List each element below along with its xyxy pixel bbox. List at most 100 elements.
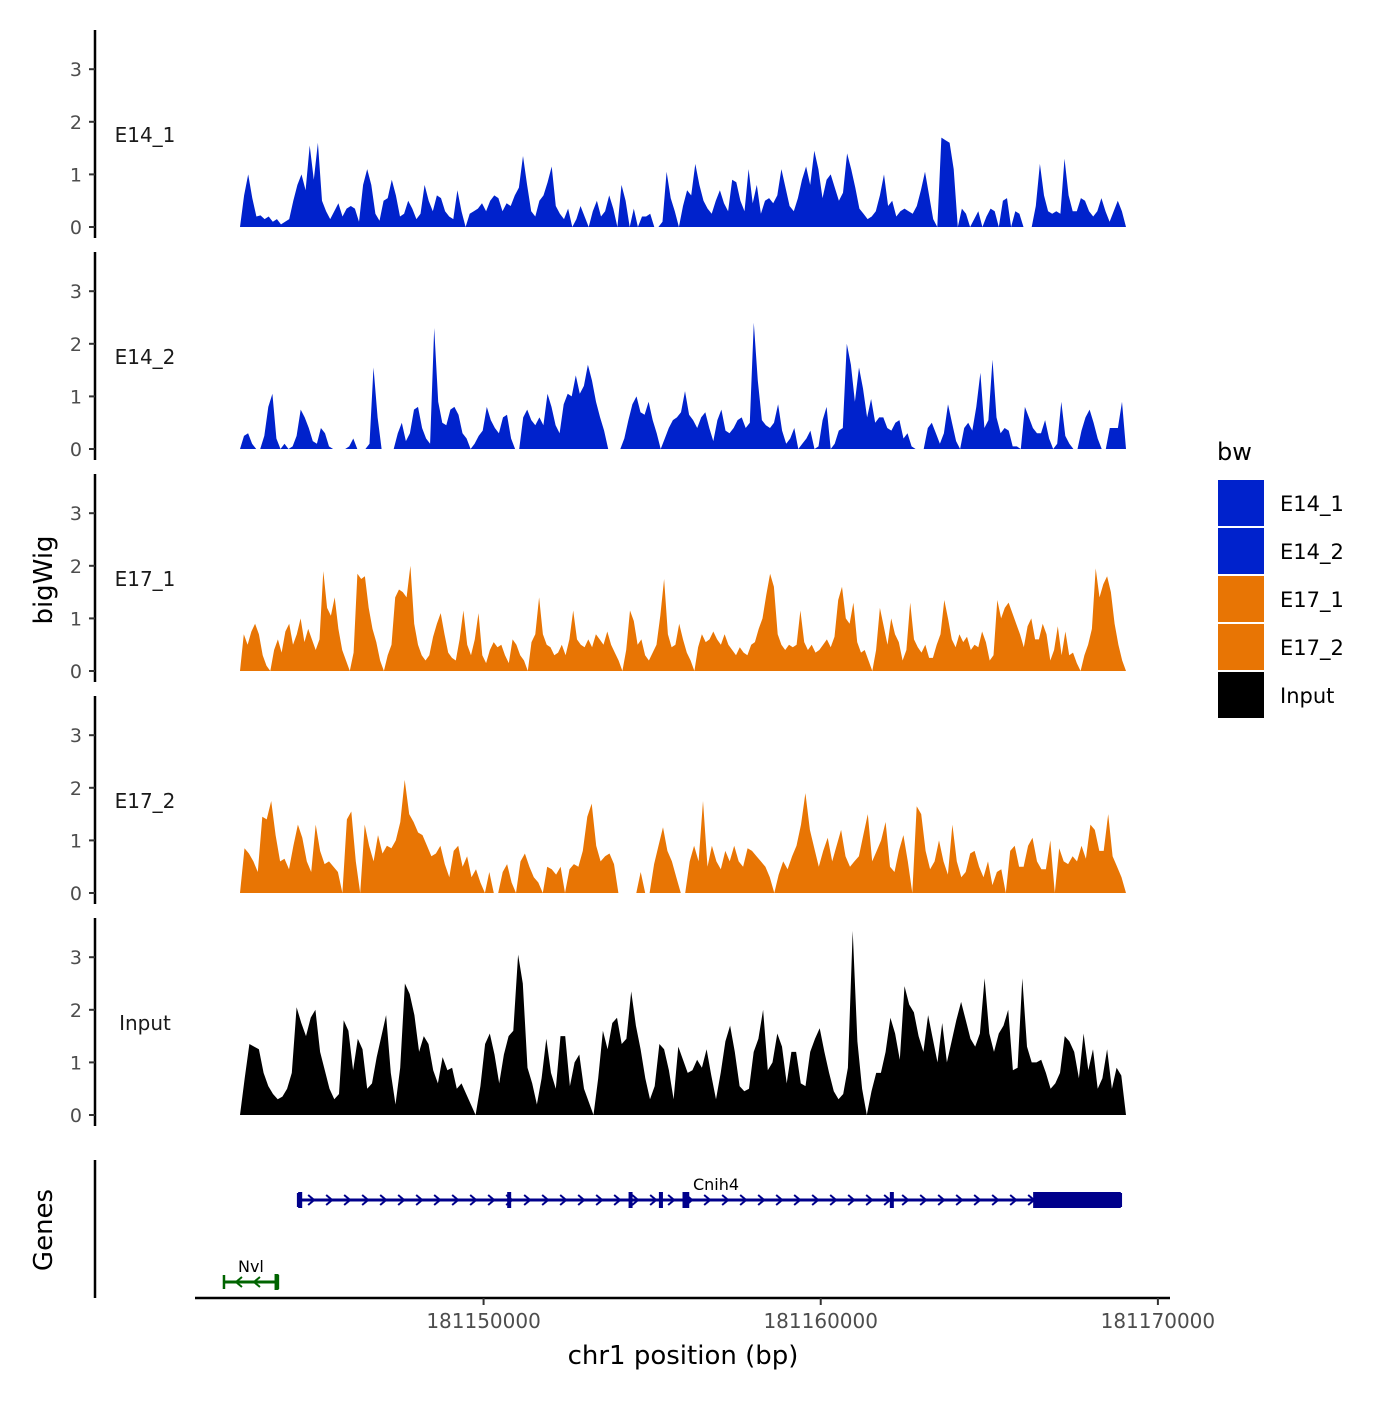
x-tick-label: 181170000 bbox=[1101, 1309, 1216, 1333]
exon-block bbox=[1033, 1192, 1121, 1208]
strand-chevron bbox=[234, 1276, 243, 1288]
strand-chevron bbox=[379, 1194, 388, 1206]
genes-track-title: Genes bbox=[29, 1189, 59, 1271]
strand-chevron bbox=[343, 1194, 352, 1206]
y-tick-label: 2 bbox=[70, 556, 82, 578]
strand-chevron bbox=[451, 1194, 460, 1206]
legend-title: bw bbox=[1217, 438, 1252, 466]
y-tick-label: 1 bbox=[70, 386, 82, 408]
track-label: E17_1 bbox=[115, 567, 176, 591]
strand-chevron bbox=[955, 1194, 964, 1206]
track-panel-input: 0 1 2 3 Input bbox=[70, 918, 1126, 1127]
strand-chevron bbox=[757, 1194, 766, 1206]
track-panel-e14_2: 0 1 2 3 E14_2 bbox=[70, 252, 1126, 461]
y-tick-label: 2 bbox=[70, 778, 82, 800]
y-tick-label: 0 bbox=[70, 217, 82, 239]
gene-name-label: Nvl bbox=[238, 1257, 264, 1276]
legend-label-e14_1: E14_1 bbox=[1280, 492, 1344, 517]
strand-chevron bbox=[829, 1194, 838, 1206]
legend-swatch-e17_2 bbox=[1218, 624, 1264, 670]
y-tick-label: 3 bbox=[70, 725, 82, 747]
strand-chevron bbox=[595, 1194, 604, 1206]
strand-chevron bbox=[487, 1194, 496, 1206]
y-tick-label: 3 bbox=[70, 947, 82, 969]
strand-chevron bbox=[361, 1194, 370, 1206]
track-label: E14_2 bbox=[115, 345, 176, 369]
strand-chevron bbox=[721, 1194, 730, 1206]
track-label: E14_1 bbox=[115, 123, 176, 147]
exon-block bbox=[658, 1192, 663, 1208]
y-tick-label: 3 bbox=[70, 281, 82, 303]
coverage-area-e14_2 bbox=[240, 322, 1126, 449]
strand-chevron bbox=[541, 1194, 550, 1206]
y-tick-label: 2 bbox=[70, 1000, 82, 1022]
y-tick-label: 1 bbox=[70, 608, 82, 630]
coverage-area-e14_1 bbox=[240, 137, 1126, 227]
y-tick-label: 0 bbox=[70, 439, 82, 461]
y-tick-label: 1 bbox=[70, 830, 82, 852]
exon-block bbox=[889, 1192, 894, 1208]
x-tick-label: 181150000 bbox=[426, 1309, 541, 1333]
y-tick-label: 3 bbox=[70, 503, 82, 525]
strand-chevron bbox=[415, 1194, 424, 1206]
gene-nvl: Nvl bbox=[222, 1257, 280, 1290]
strand-chevron bbox=[919, 1194, 928, 1206]
strand-chevron bbox=[649, 1194, 658, 1206]
strand-chevron bbox=[973, 1194, 982, 1206]
legend-label-e17_2: E17_2 bbox=[1280, 636, 1344, 661]
exon-block bbox=[274, 1274, 279, 1290]
strand-chevron bbox=[252, 1276, 261, 1288]
strand-chevron bbox=[577, 1194, 586, 1206]
gene-name-label: Cnih4 bbox=[693, 1175, 739, 1194]
strand-chevron bbox=[865, 1194, 874, 1206]
strand-chevron bbox=[793, 1194, 802, 1206]
y-tick-label: 0 bbox=[70, 1105, 82, 1127]
strand-chevron bbox=[937, 1194, 946, 1206]
track-panel-e17_2: 0 1 2 3 E17_2 bbox=[70, 696, 1126, 905]
legend-swatch-input bbox=[1218, 672, 1264, 718]
strand-chevron bbox=[901, 1194, 910, 1206]
y-tick-label: 2 bbox=[70, 334, 82, 356]
strand-chevron bbox=[1009, 1194, 1018, 1206]
coverage-area-e17_1 bbox=[240, 565, 1126, 671]
coverage-area-input bbox=[240, 930, 1126, 1115]
y-axis-title: bigWig bbox=[29, 535, 59, 624]
strand-chevron bbox=[325, 1194, 334, 1206]
strand-chevron bbox=[775, 1194, 784, 1206]
y-tick-label: 2 bbox=[70, 112, 82, 134]
y-tick-label: 1 bbox=[70, 1052, 82, 1074]
strand-chevron bbox=[847, 1194, 856, 1206]
x-axis: 181150000 181160000 181170000 bbox=[195, 1296, 1216, 1333]
strand-chevron bbox=[811, 1194, 820, 1206]
strand-chevron bbox=[703, 1194, 712, 1206]
legend-swatch-e14_2 bbox=[1218, 528, 1264, 574]
strand-chevron bbox=[307, 1194, 316, 1206]
coverage-area-e17_2 bbox=[240, 779, 1126, 893]
strand-chevron bbox=[667, 1194, 676, 1206]
gene-cnih4: Cnih4 bbox=[296, 1175, 1123, 1208]
exon-block bbox=[628, 1192, 633, 1208]
legend-swatch-e17_1 bbox=[1218, 576, 1264, 622]
x-axis-title: chr1 position (bp) bbox=[568, 1341, 799, 1371]
y-tick-label: 0 bbox=[70, 883, 82, 905]
legend-label-e14_2: E14_2 bbox=[1280, 540, 1344, 565]
y-tick-label: 0 bbox=[70, 661, 82, 683]
strand-chevron bbox=[739, 1194, 748, 1206]
tracks-group: 0 1 2 3 E14_1 0 1 2 3 E14_2 0 1 2 3 E17_1 0 1 2 3 E17_2 0 1 2 3… bbox=[70, 30, 1126, 1127]
legend-swatch-e14_1 bbox=[1218, 480, 1264, 526]
legend-label-input: Input bbox=[1280, 684, 1334, 708]
genes-group: Cnih4 Nvl bbox=[93, 1160, 1123, 1298]
x-tick-label: 181160000 bbox=[763, 1309, 878, 1333]
track-label: E17_2 bbox=[115, 789, 176, 813]
strand-chevron bbox=[523, 1194, 532, 1206]
track-label: Input bbox=[119, 1011, 171, 1035]
exon-block bbox=[682, 1192, 690, 1208]
strand-chevron bbox=[631, 1194, 640, 1206]
exon-block bbox=[507, 1192, 512, 1208]
exon-block bbox=[298, 1192, 303, 1208]
strand-chevron bbox=[397, 1194, 406, 1206]
strand-chevron bbox=[613, 1194, 622, 1206]
strand-chevron bbox=[433, 1194, 442, 1206]
